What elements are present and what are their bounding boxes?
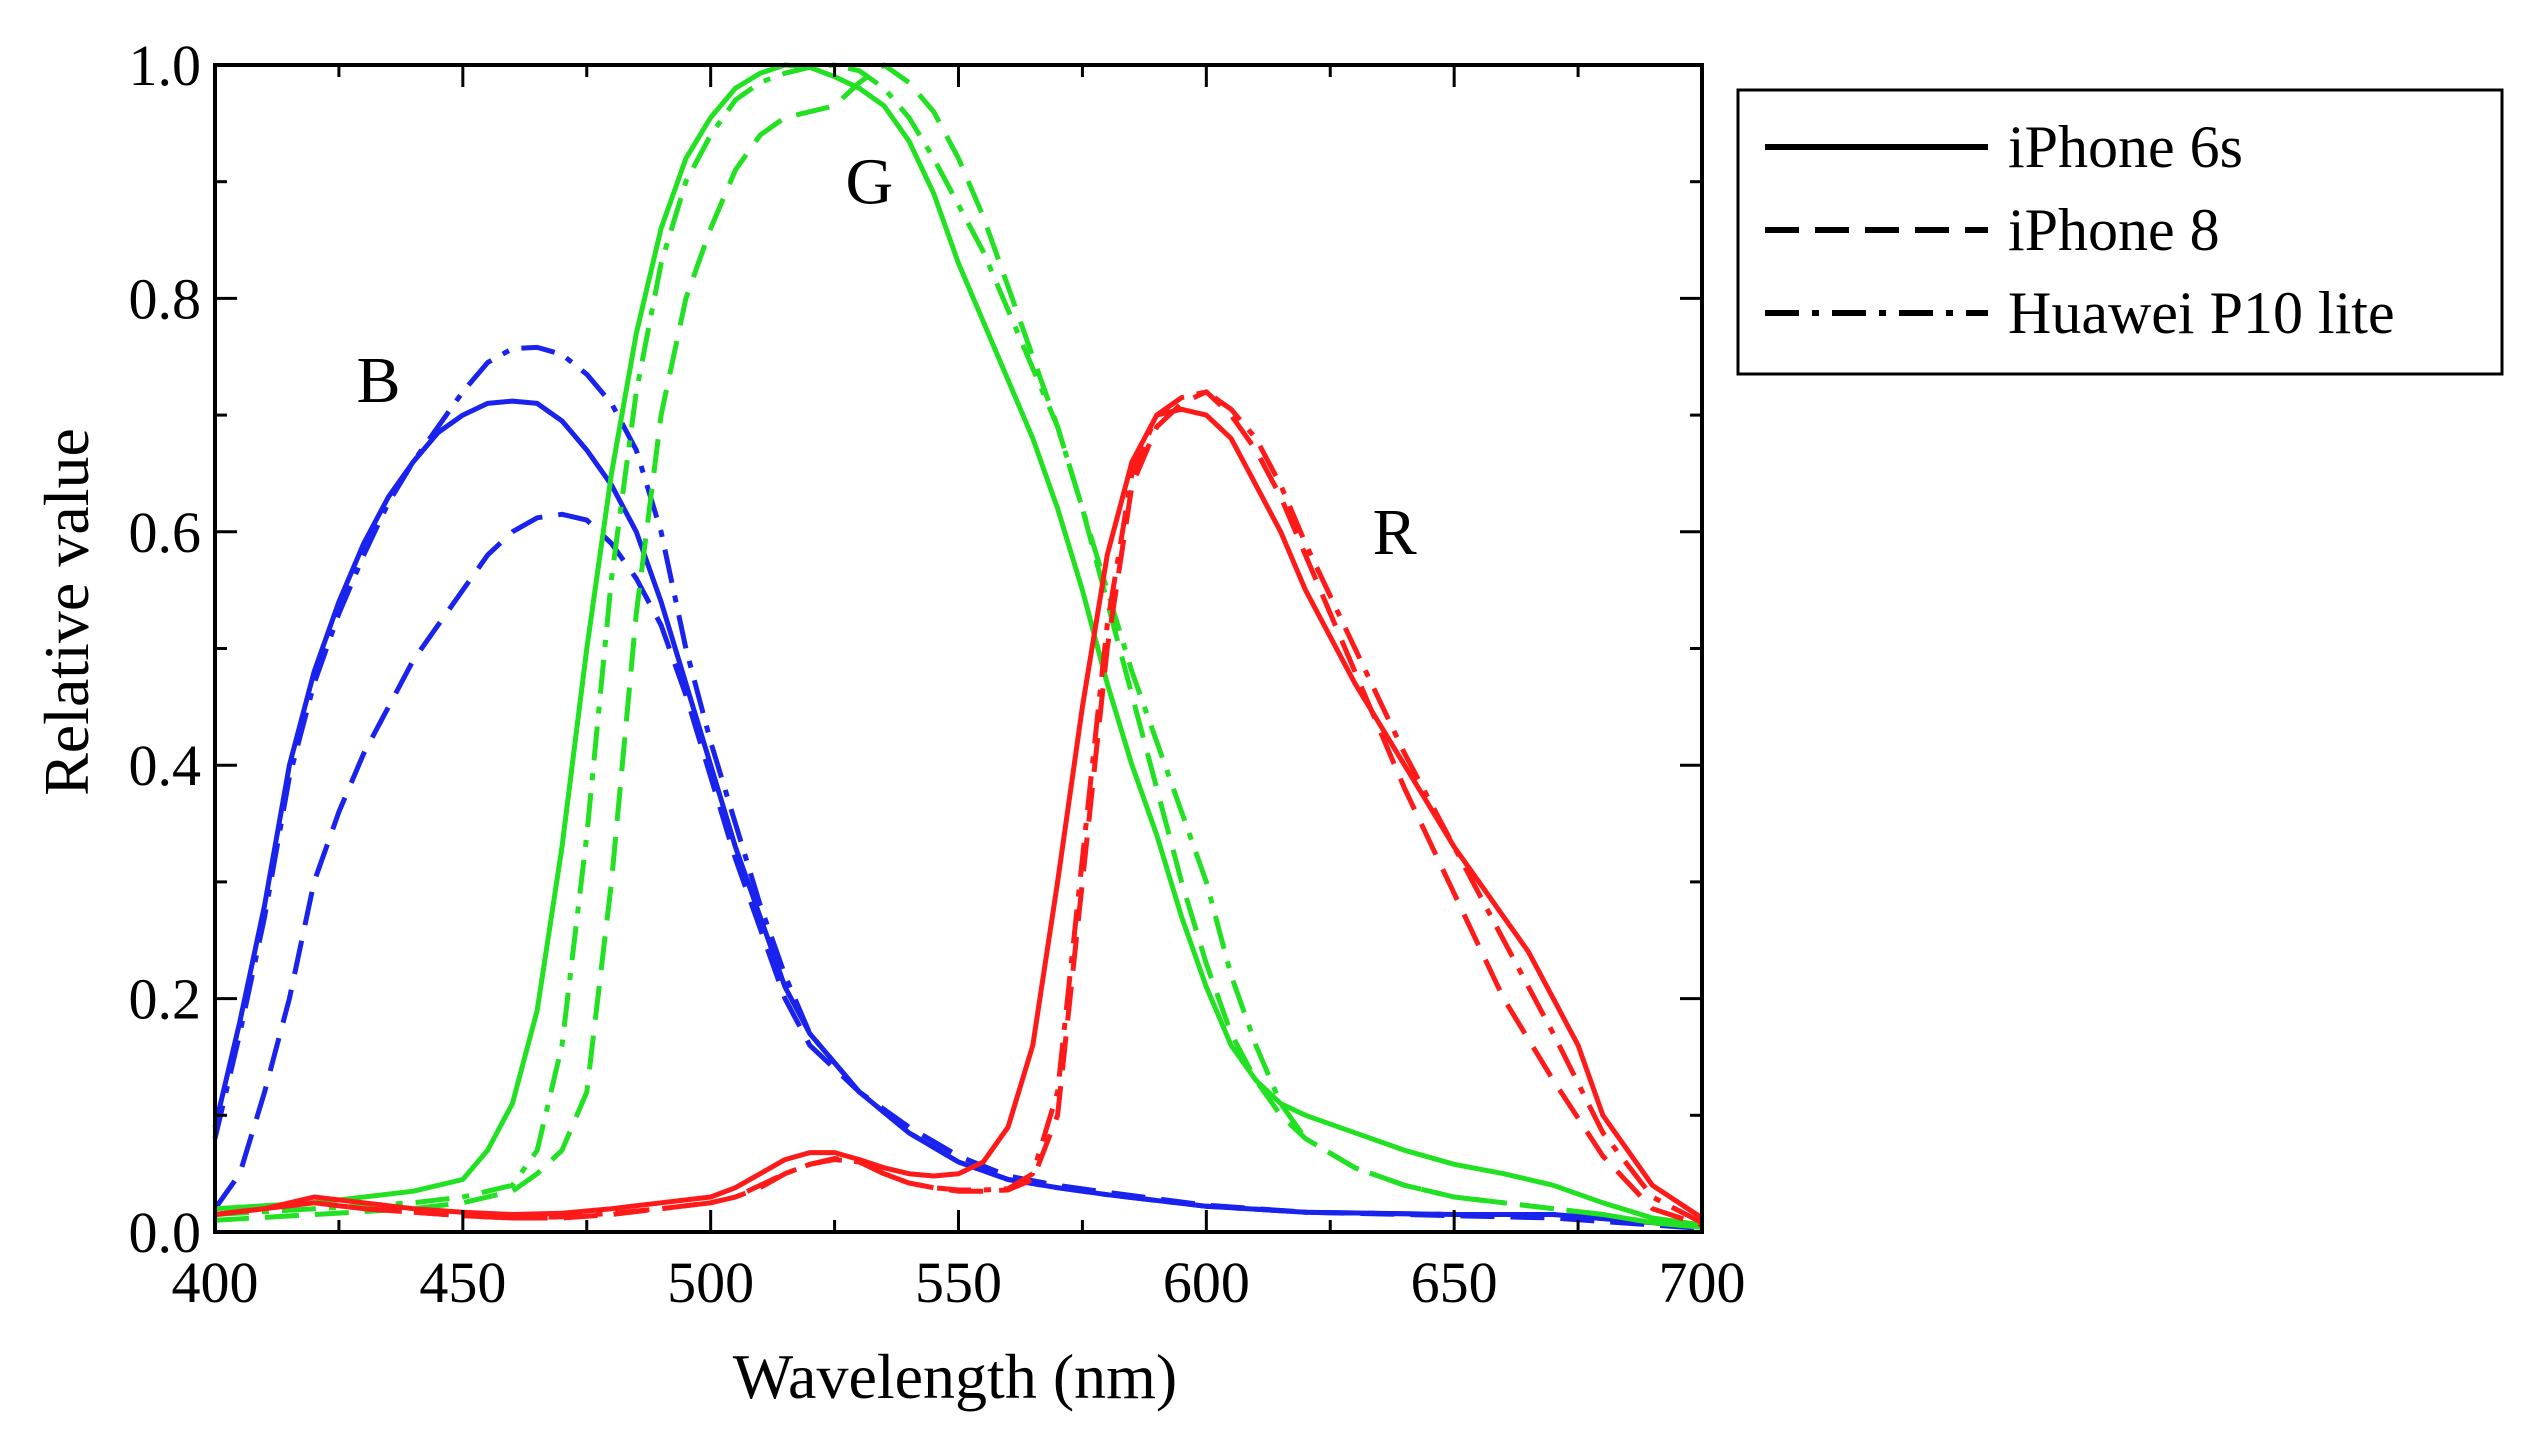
channel-annotations: B G R — [357, 146, 1417, 569]
x-axis-title: Wavelength (nm) — [733, 1341, 1177, 1412]
plot-lines — [212, 62, 1704, 1231]
y-tick-label: 1.0 — [129, 33, 202, 98]
plot-area-frame — [213, 63, 1704, 1234]
y-tick-label: 0.6 — [129, 500, 202, 565]
annotation-B: B — [357, 344, 401, 417]
y-tick-label: 0.2 — [129, 967, 202, 1032]
x-tick-label: 600 — [1163, 1250, 1250, 1315]
legend-label: Huawei P10 lite — [2008, 280, 2395, 346]
x-tick-label: 400 — [172, 1250, 259, 1315]
annotation-G: G — [845, 146, 893, 219]
series-line-R-iphone-6s — [214, 406, 1704, 1221]
series-line-G-huawei-p10-lite — [214, 62, 1703, 1230]
series-line-R-iphone-8 — [214, 389, 1703, 1228]
annotation-R: R — [1373, 496, 1417, 569]
y-axis-title: Relative value — [31, 428, 102, 796]
x-tick-label: 700 — [1659, 1250, 1746, 1315]
legend: iPhone 6s iPhone 8 Huawei P10 lite — [1736, 88, 2504, 376]
x-tick-label: 650 — [1411, 1250, 1498, 1315]
y-tick-label: 0.0 — [129, 1200, 202, 1265]
series-line-B-iphone-8 — [212, 511, 1703, 1231]
series-line-B-iphone-6s — [212, 398, 1703, 1230]
y-tick-label: 0.4 — [129, 733, 202, 798]
series-line-G-iphone-8 — [214, 62, 1703, 1230]
tick-labels: 400 450 500 550 600 650 700 0.0 0.2 0.4 0.6 0.8 1.0 — [129, 33, 1746, 1315]
legend-items: iPhone 6s iPhone 8 Huawei P10 lite — [1765, 114, 2395, 346]
x-tick-label: 550 — [915, 1250, 1002, 1315]
axis-ticks — [213, 63, 1704, 1234]
y-tick-label: 0.8 — [129, 266, 202, 331]
legend-label: iPhone 6s — [2008, 114, 2243, 180]
series-line-B-huawei-p10-lite — [212, 344, 1703, 1230]
series-line-G-iphone-6s — [214, 62, 1703, 1228]
x-tick-label: 450 — [419, 1250, 506, 1315]
x-tick-label: 500 — [667, 1250, 754, 1315]
series-line-R-huawei-p10-lite — [214, 389, 1704, 1225]
legend-label: iPhone 8 — [2008, 197, 2220, 263]
